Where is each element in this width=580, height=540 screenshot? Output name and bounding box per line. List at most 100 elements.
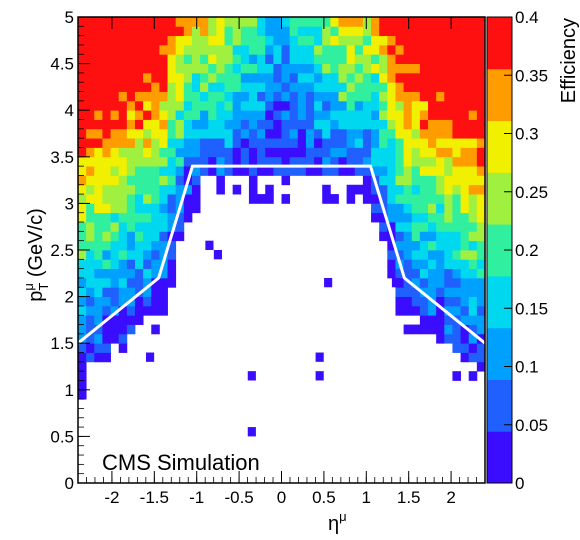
heatmap-cell: [387, 194, 396, 204]
heatmap-cell: [110, 305, 120, 316]
heatmap-cell: [110, 82, 120, 92]
heatmap-cell: [167, 119, 177, 130]
heatmap-cell: [379, 100, 388, 111]
heatmap-cell: [411, 268, 421, 279]
heatmap-cell: [134, 231, 144, 242]
heatmap-cell: [419, 296, 429, 307]
heatmap-cell: [159, 156, 168, 167]
heatmap-cell: [273, 82, 282, 92]
heatmap-cell: [362, 184, 372, 195]
heatmap-cell: [346, 91, 356, 102]
heatmap-cell: [387, 147, 396, 158]
heatmap-cell: [208, 35, 217, 46]
heatmap-cell: [411, 147, 421, 158]
heatmap-cell: [102, 194, 111, 204]
heatmap-cell: [159, 287, 168, 297]
heatmap-cell: [159, 100, 168, 111]
heatmap-cell: [102, 184, 111, 195]
heatmap-cell: [436, 17, 445, 27]
heatmap-cell: [208, 138, 217, 148]
y-tick-label: 4.5: [50, 55, 74, 74]
heatmap-cell: [338, 110, 348, 120]
heatmap-cell: [468, 324, 478, 335]
heatmap-cell: [460, 343, 470, 353]
heatmap-cell: [248, 194, 258, 204]
heatmap-cell: [315, 371, 324, 381]
heatmap-cell: [419, 138, 429, 148]
heatmap-cell: [94, 222, 103, 232]
x-tick-label: -1.5: [140, 488, 169, 507]
heatmap-cell: [419, 156, 429, 167]
heatmap-cell: [436, 240, 445, 251]
heatmap-cell: [175, 17, 185, 27]
heatmap-cell: [146, 352, 155, 362]
heatmap-cell: [419, 147, 429, 158]
heatmap-cell: [240, 17, 250, 27]
heatmap-cell: [395, 119, 404, 130]
heatmap-cell: [436, 259, 445, 270]
heatmap-cell: [371, 212, 380, 223]
heatmap-cell: [476, 156, 486, 167]
heatmap-cell: [428, 277, 437, 288]
heatmap-cell: [126, 63, 136, 74]
heatmap-cell: [460, 277, 470, 288]
heatmap-cell: [411, 240, 421, 251]
heatmap-cell: [159, 110, 168, 120]
heatmap-cell: [265, 147, 274, 158]
heatmap-cell: [94, 333, 103, 344]
heatmap-cell: [78, 361, 87, 372]
heatmap-cell: [411, 175, 421, 186]
heatmap-cell: [428, 100, 437, 111]
heatmap-cell: [265, 184, 274, 195]
heatmap-cell: [346, 17, 356, 27]
heatmap-cell: [379, 184, 388, 195]
heatmap-cell: [248, 26, 258, 37]
heatmap-cell: [257, 17, 266, 27]
heatmap-cell: [289, 100, 299, 111]
heatmap-cell: [403, 296, 413, 307]
heatmap-cell: [167, 72, 177, 83]
heatmap-cell: [297, 138, 307, 148]
heatmap-cell: [143, 100, 152, 111]
heatmap-cell: [322, 128, 331, 139]
heatmap-cell: [379, 194, 388, 204]
heatmap-cell: [428, 110, 437, 120]
heatmap-cell: [468, 35, 478, 46]
heatmap-cell: [183, 128, 193, 139]
heatmap-cell: [314, 110, 323, 120]
heatmap-cell: [281, 119, 291, 130]
heatmap-cell: [346, 44, 356, 55]
heatmap-cell: [273, 119, 282, 130]
heatmap-cell: [191, 119, 201, 130]
heatmap-cell: [411, 35, 421, 46]
heatmap-cell: [110, 184, 120, 195]
heatmap-cell: [281, 166, 291, 176]
heatmap-cell: [265, 82, 274, 92]
heatmap-cell: [175, 35, 185, 46]
heatmap-cell: [281, 35, 291, 46]
heatmap-cell: [143, 222, 152, 232]
heatmap-cell: [289, 91, 299, 102]
y-axis-ticks: 0 0.5 1 1.5 2 2.5 3 3.5 4 4.5 5: [50, 8, 90, 493]
heatmap-cell: [305, 147, 315, 158]
heatmap-cell: [94, 54, 103, 64]
heatmap-cell: [110, 333, 120, 344]
heatmap-cell: [273, 156, 282, 167]
heatmap-cell: [110, 240, 120, 251]
heatmap-cell: [175, 222, 185, 232]
heatmap-cell: [208, 91, 217, 102]
heatmap-cell: [183, 119, 193, 130]
heatmap-cell: [411, 63, 421, 74]
heatmap-cell: [468, 203, 478, 214]
heatmap-cell: [324, 277, 333, 288]
heatmap-cell: [86, 17, 95, 27]
heatmap-cell: [118, 240, 128, 251]
heatmap-cell: [110, 175, 120, 186]
color-scale-ticks: 0 0.05 0.1 0.15 0.2 0.25 0.3 0.35 0.4: [504, 8, 548, 493]
heatmap-cell: [460, 175, 470, 186]
heatmap-cell: [200, 54, 209, 64]
heatmap-cell: [232, 17, 242, 27]
heatmap-cell: [354, 119, 364, 130]
heatmap-cell: [110, 54, 120, 64]
heatmap-cell: [216, 175, 225, 186]
